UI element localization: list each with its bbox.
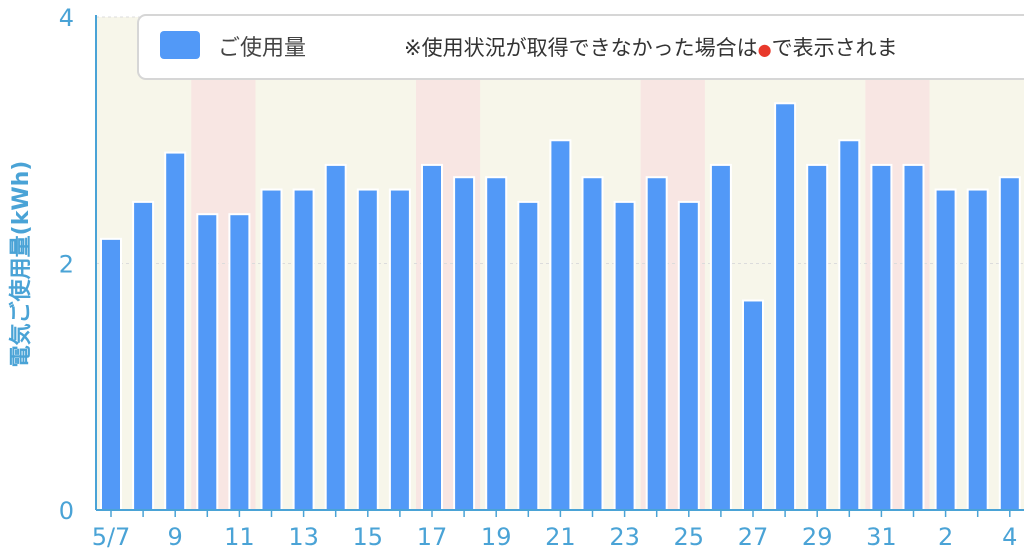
- bar: [228, 213, 251, 511]
- x-tick-label: 25: [674, 523, 705, 551]
- y-tick-labels: 0 2 4: [59, 4, 74, 525]
- x-tick-label: 15: [353, 523, 384, 551]
- note-prefix: ※使用状況が取得できなかった場合は: [404, 36, 758, 60]
- bar: [677, 200, 700, 511]
- bar: [260, 188, 283, 512]
- legend-swatch: [160, 31, 200, 59]
- x-tick-label: 9: [168, 523, 183, 551]
- legend-note: ※使用状況が取得できなかった場合は●で表示されま: [404, 36, 898, 60]
- x-tick-label: 21: [545, 523, 576, 551]
- y-tick-label: 2: [59, 251, 74, 279]
- bar: [549, 139, 572, 511]
- note-suffix: で表示されま: [772, 36, 898, 60]
- x-tick-label: 23: [609, 523, 640, 551]
- missing-marker-dot: ●: [758, 40, 772, 59]
- bar: [645, 176, 668, 511]
- bar: [292, 188, 315, 512]
- bar: [838, 139, 861, 511]
- legend-label: ご使用量: [218, 36, 306, 61]
- x-tick-label: 13: [288, 523, 319, 551]
- bar: [774, 102, 797, 512]
- bar: [870, 163, 893, 511]
- bar: [966, 188, 989, 512]
- bar: [581, 176, 604, 511]
- x-tick-label: 17: [417, 523, 448, 551]
- x-tick-label: 31: [866, 523, 897, 551]
- bar: [742, 299, 764, 511]
- bar: [613, 200, 636, 511]
- legend: ご使用量 ※使用状況が取得できなかった場合は●で表示されま: [137, 14, 1024, 80]
- bar: [517, 200, 540, 511]
- bar: [806, 163, 829, 511]
- bar: [324, 163, 347, 511]
- bar: [132, 200, 155, 511]
- y-tick-label: 0: [59, 497, 74, 525]
- bar: [388, 188, 411, 512]
- bar: [902, 163, 925, 511]
- bar: [196, 213, 219, 511]
- y-tick-label: 4: [59, 4, 74, 32]
- x-tick-label: 5/7: [92, 523, 131, 551]
- bar: [356, 188, 379, 512]
- x-tick-label: 2: [938, 523, 953, 551]
- bar: [164, 151, 187, 511]
- legend-box: [137, 14, 1024, 80]
- x-tick-label: 4: [1002, 523, 1017, 551]
- bar: [421, 163, 443, 511]
- bar: [709, 163, 732, 511]
- x-tick-label: 11: [224, 523, 255, 551]
- bar: [100, 237, 122, 511]
- x-tick-label: 29: [802, 523, 833, 551]
- bar: [453, 176, 476, 511]
- y-axis-label: 電気ご使用量(kWh): [8, 161, 34, 368]
- x-tick-label: 19: [481, 523, 512, 551]
- axes: [95, 15, 1024, 517]
- bar: [934, 188, 957, 512]
- x-tick-label: 27: [738, 523, 769, 551]
- x-tick-labels: 5/7 9 11 13 15 17 19 21 23 25 27 29 31 2 4: [92, 523, 1018, 551]
- bar: [485, 176, 508, 511]
- bar: [998, 176, 1021, 511]
- bar-series: [100, 102, 1021, 512]
